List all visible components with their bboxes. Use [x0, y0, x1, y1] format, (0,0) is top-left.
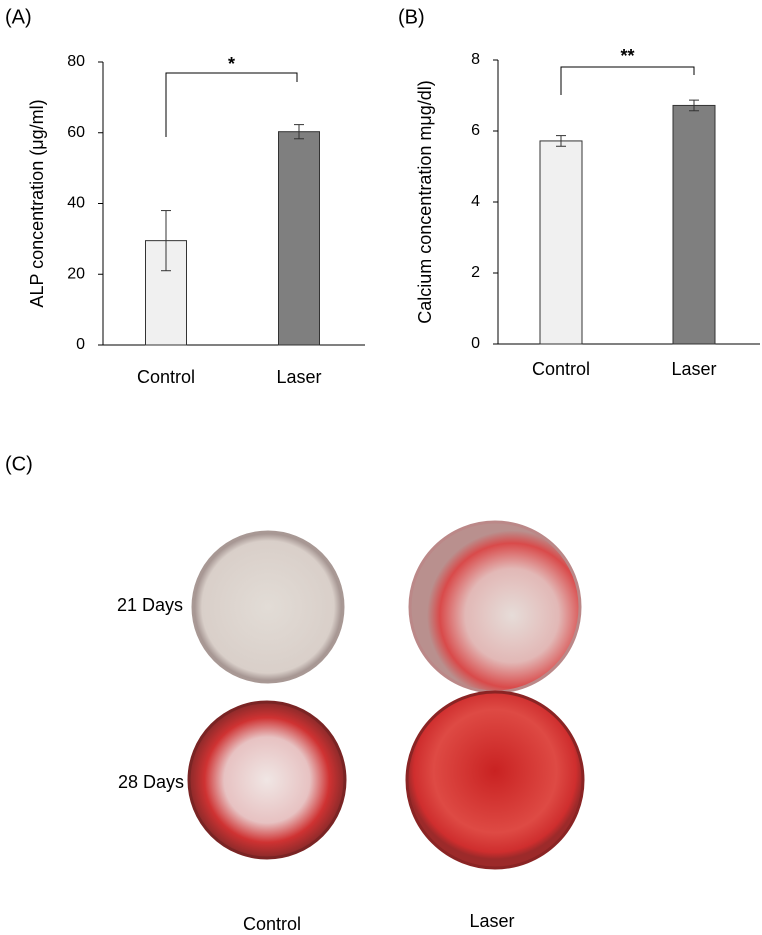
y-tick-label: 80	[67, 53, 85, 70]
dish	[405, 690, 585, 870]
y-tick-label: 2	[471, 264, 480, 281]
y-tick-label: 60	[67, 124, 85, 141]
y-tick-label: 20	[67, 265, 85, 282]
y-tick-label: 6	[471, 122, 480, 139]
panel-label: (A)	[5, 6, 32, 28]
row-label: 21 Days	[117, 595, 183, 615]
y-axis-label: Calcium concentration mμg/dl)	[415, 80, 435, 323]
y-axis-label: ALP concentration (μg/ml)	[27, 99, 47, 307]
significance-bracket	[165, 72, 298, 137]
y-tick-label: 4	[471, 193, 480, 210]
x-tick-label: Control	[532, 359, 590, 379]
column-label: Laser	[469, 911, 514, 931]
panel-label: (C)	[5, 453, 33, 475]
significance-label: **	[620, 46, 634, 66]
column-label: Control	[243, 914, 301, 934]
y-tick-label: 40	[67, 195, 85, 212]
panel-label: (B)	[398, 6, 425, 28]
y-tick-label: 0	[76, 336, 85, 353]
significance-label: *	[228, 54, 235, 74]
x-tick-label: Control	[137, 367, 195, 387]
significance-bracket	[560, 66, 695, 95]
dish	[191, 530, 345, 684]
bar	[278, 131, 320, 346]
x-tick-label: Laser	[276, 367, 321, 387]
y-tick-label: 8	[471, 51, 480, 68]
bar	[672, 104, 716, 345]
x-tick-label: Laser	[671, 359, 716, 379]
dish	[187, 700, 347, 860]
dishes	[187, 520, 585, 870]
row-label: 28 Days	[118, 772, 184, 792]
bar	[539, 140, 583, 345]
dish	[408, 520, 582, 694]
y-tick-label: 0	[471, 335, 480, 352]
